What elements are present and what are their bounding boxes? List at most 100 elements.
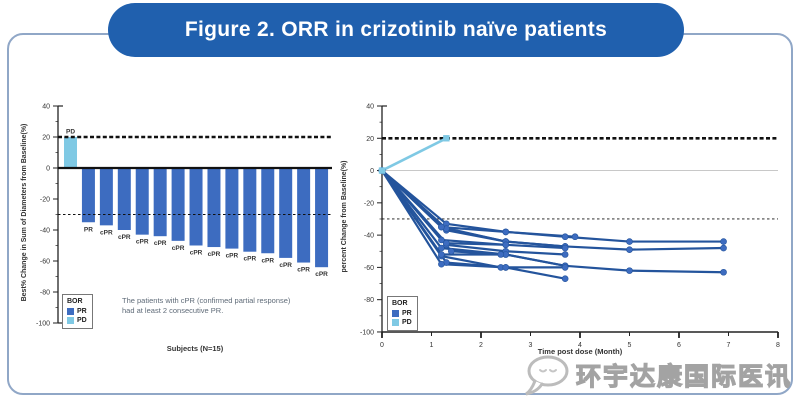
bar — [279, 168, 293, 258]
data-point-pr — [438, 223, 445, 231]
bar-label: cPR — [190, 250, 203, 257]
data-point-pr — [626, 238, 633, 245]
spider-legend: BOR PR PD — [387, 296, 418, 332]
legend-label-pr: PR — [77, 308, 87, 316]
bar — [171, 168, 185, 241]
bar-label: cPR — [279, 262, 292, 269]
bar-label: cPR — [226, 253, 239, 260]
data-point-pr — [438, 260, 445, 268]
bar — [99, 168, 113, 226]
watermark: 环宇达康国际医讯 — [523, 353, 792, 397]
x-tick-label: 6 — [677, 342, 681, 349]
bar-label: cPR — [154, 240, 167, 247]
figure-title: Figure 2. ORR in crizotinib naïve patien… — [108, 3, 684, 57]
y-tick-label: 0 — [370, 168, 374, 175]
data-point-pr — [626, 267, 633, 274]
spider-chart: 40 20 0 -20 -40 -60 -80 -100 0 1 2 3 4 5 6 7 8 — [360, 104, 780, 349]
waterfall-x-axis-title: Subjects (N=15) — [166, 344, 224, 353]
y-tick-label: -80 — [364, 297, 374, 304]
data-point-pr — [720, 244, 727, 252]
data-point-pr — [571, 233, 579, 241]
data-point-pr — [561, 233, 569, 241]
y-tick-label: 20 — [42, 135, 50, 142]
data-point-pr — [561, 275, 569, 282]
spider-x-axis-title: Time post dose (Month) — [537, 347, 623, 356]
waterfall-y-axis-title: Best% Change in Sum of Diameters from Ba… — [21, 123, 28, 302]
legend-label-pd: PD — [77, 317, 87, 325]
spider-line-pr — [380, 169, 567, 267]
data-point-pr — [561, 244, 569, 252]
data-point-pr — [561, 264, 569, 271]
y-tick-label: -20 — [364, 200, 374, 207]
legend-title: BOR — [392, 300, 408, 307]
data-point-pr — [626, 246, 633, 253]
y-tick-label: 40 — [42, 104, 50, 111]
bar — [153, 168, 167, 237]
y-tick-label: -40 — [364, 233, 374, 240]
waterfall-legend: BOR PR PD — [62, 294, 93, 330]
bar — [207, 168, 221, 248]
data-point-pr — [561, 251, 569, 258]
bar — [315, 168, 329, 268]
data-point-pr — [438, 251, 445, 258]
watermark-logo-icon — [525, 355, 569, 396]
data-point-pr — [502, 264, 510, 271]
x-tick-label: 5 — [628, 342, 632, 349]
y-tick-label: -40 — [40, 228, 50, 235]
legend-title: BOR — [67, 298, 83, 305]
bar — [135, 168, 149, 235]
spider-line-pr — [380, 169, 577, 238]
data-point-pr — [502, 228, 510, 236]
bar-label: PR — [84, 226, 93, 233]
data-point-pr — [497, 251, 505, 258]
bar-label: cPR — [244, 256, 257, 263]
x-tick-label: 7 — [727, 342, 731, 349]
bar — [81, 168, 95, 223]
bar-label: cPR — [315, 271, 328, 278]
pd-color-swatch — [392, 319, 399, 327]
bar — [297, 168, 311, 263]
x-tick-label: 2 — [479, 342, 483, 349]
data-point-pd — [443, 135, 450, 142]
data-point-pr — [720, 238, 727, 245]
data-point-pr — [720, 268, 727, 276]
y-tick-label: 0 — [46, 166, 50, 173]
legend-label-pd: PD — [402, 319, 412, 327]
spider-line-pd — [380, 136, 448, 172]
x-tick-label: 1 — [430, 342, 434, 349]
bar-label: cPR — [100, 229, 113, 236]
legend-item-pd: PD — [392, 318, 412, 327]
bar-label: cPR — [118, 234, 131, 241]
y-tick-label: -100 — [360, 329, 374, 336]
legend-item-pr: PR — [392, 309, 412, 318]
data-point-pr — [502, 241, 510, 249]
bar — [225, 168, 239, 249]
y-tick-label: -20 — [40, 197, 50, 204]
bar-label: cPR — [172, 245, 185, 252]
y-tick-label: -60 — [364, 265, 374, 272]
x-tick-label: 0 — [380, 342, 384, 349]
y-tick-label: -80 — [40, 290, 50, 297]
bar-label: PD — [66, 129, 75, 136]
bar — [117, 168, 131, 230]
y-tick-label: 20 — [366, 136, 374, 143]
bar — [189, 168, 203, 246]
pr-color-swatch — [392, 310, 399, 318]
bar-label: cPR — [136, 239, 149, 246]
bar-label: cPR — [261, 257, 274, 264]
data-point-pr — [438, 244, 445, 252]
watermark-text: 环宇达康国际医讯 — [575, 361, 792, 391]
x-tick-label: 3 — [529, 342, 533, 349]
legend-label-pr: PR — [402, 310, 412, 318]
bar — [261, 168, 275, 254]
spider-line-pr — [380, 169, 507, 246]
y-tick-label: -60 — [40, 259, 50, 266]
legend-item-pr: PR — [67, 307, 87, 316]
data-point-pr — [443, 239, 450, 247]
waterfall-annotation: The patients with cPR (confirmed partial… — [122, 296, 291, 316]
x-tick-label: 4 — [578, 342, 582, 349]
pd-color-swatch — [67, 317, 74, 325]
x-tick-label: 8 — [776, 342, 780, 349]
pr-color-swatch — [67, 308, 74, 316]
spider-y-axis-title: percent Change from Baseline(%) — [341, 160, 348, 273]
